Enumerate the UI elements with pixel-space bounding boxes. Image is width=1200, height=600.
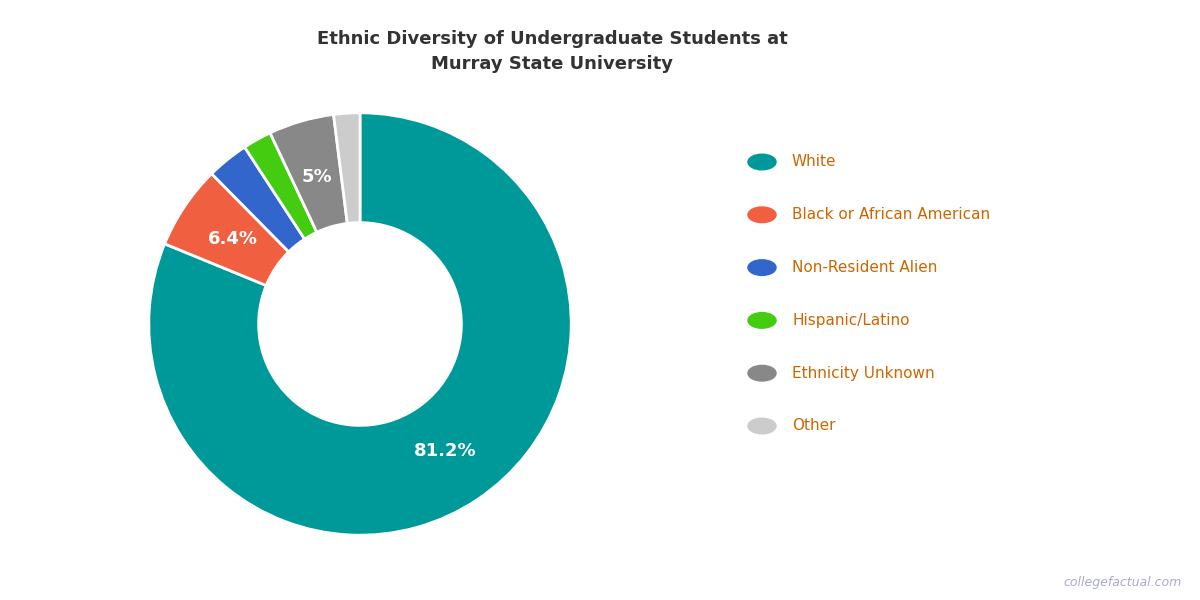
Text: collegefactual.com: collegefactual.com: [1063, 576, 1182, 589]
Text: White: White: [792, 154, 836, 169]
Text: 5%: 5%: [302, 168, 332, 186]
Text: Other: Other: [792, 419, 835, 433]
Text: Ethnic Diversity of Undergraduate Students at
Murray State University: Ethnic Diversity of Undergraduate Studen…: [317, 30, 787, 73]
Text: 81.2%: 81.2%: [414, 442, 476, 460]
Text: 6.4%: 6.4%: [208, 230, 258, 248]
Wedge shape: [149, 113, 571, 535]
Wedge shape: [270, 115, 347, 232]
Wedge shape: [211, 147, 305, 252]
Text: Non-Resident Alien: Non-Resident Alien: [792, 260, 937, 275]
Text: Black or African American: Black or African American: [792, 208, 990, 222]
Wedge shape: [334, 113, 360, 223]
Text: Hispanic/Latino: Hispanic/Latino: [792, 313, 910, 328]
Text: Ethnicity Unknown: Ethnicity Unknown: [792, 365, 935, 380]
Wedge shape: [245, 133, 317, 239]
Wedge shape: [164, 174, 289, 286]
